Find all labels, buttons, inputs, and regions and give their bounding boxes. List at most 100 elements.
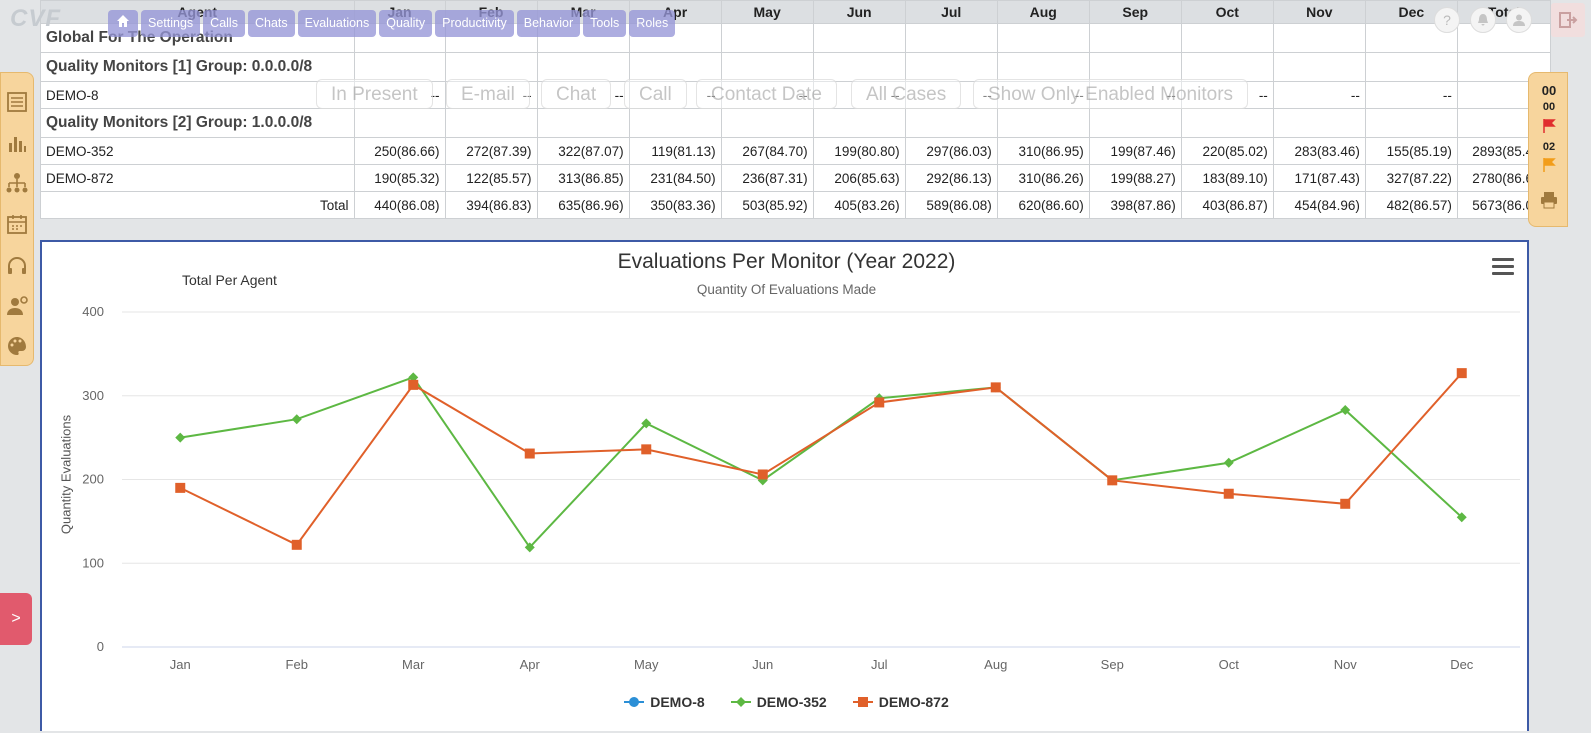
empty-cell: [1364, 108, 1458, 138]
nav-chats[interactable]: Chats: [247, 10, 295, 37]
empty-cell: [353, 108, 446, 138]
empty-cell: [1272, 23, 1366, 53]
counter-top: 00: [1541, 83, 1557, 98]
report-list-icon[interactable]: [4, 89, 30, 115]
x-tick-label: Feb: [286, 657, 308, 672]
data-point-demo-872: [757, 469, 768, 480]
data-point-demo-872: [1223, 488, 1234, 499]
org-chart-icon[interactable]: [4, 170, 30, 196]
app-logo: CVF: [10, 5, 61, 32]
data-point-demo-872: [990, 382, 1001, 393]
legend-item-demo-352[interactable]: DEMO-352: [730, 694, 827, 710]
chart-legend: DEMO-8 DEMO-352 DEMO-872: [42, 694, 1531, 710]
empty-cell: [904, 52, 998, 82]
bar-chart-icon[interactable]: [4, 130, 30, 156]
nav-evaluations[interactable]: Evaluations: [297, 10, 377, 37]
column-header-may[interactable]: May: [720, 0, 814, 24]
table-cell: 454(84.96): [1272, 191, 1366, 219]
expand-panel-button[interactable]: >: [0, 593, 32, 645]
hamburger-menu-icon[interactable]: [1492, 258, 1514, 276]
legend-item-demo-872[interactable]: DEMO-872: [852, 694, 949, 710]
nav-settings[interactable]: Settings: [141, 10, 201, 37]
nav-behavior[interactable]: Behavior: [516, 10, 581, 37]
table-cell: 236(87.31): [720, 164, 814, 192]
left-sidebar: [0, 72, 34, 366]
data-point-demo-872: [1340, 498, 1351, 509]
table-cell: 394(86.83): [444, 191, 538, 219]
table-cell: 350(83.36): [628, 191, 722, 219]
x-tick-label: Dec: [1450, 657, 1474, 672]
table-cell: 503(85.92): [720, 191, 814, 219]
column-header-nov[interactable]: Nov: [1272, 0, 1366, 24]
empty-cell: [996, 23, 1090, 53]
logout-icon[interactable]: [1551, 3, 1585, 37]
data-point-demo-352: [1456, 512, 1467, 523]
right-sidebar: 00 00 02: [1528, 72, 1568, 227]
table-cell: --: [996, 81, 1090, 109]
x-tick-label: Jul: [871, 657, 888, 672]
headset-icon[interactable]: [4, 253, 30, 279]
nav-roles[interactable]: Roles: [629, 10, 676, 37]
filter-chat[interactable]: Chat: [541, 79, 612, 109]
table-cell: 199(88.27): [1088, 164, 1182, 192]
empty-cell: [353, 52, 446, 82]
data-point-demo-872: [874, 397, 885, 408]
filter-call[interactable]: Call: [624, 79, 687, 109]
table-cell: 635(86.96): [536, 191, 630, 219]
filter-all-cases[interactable]: All Cases: [851, 79, 962, 109]
red-flag-icon[interactable]: [1529, 118, 1569, 137]
group1-header-row-label: Quality Monitors [1] Group: 0.0.0.0/8: [40, 52, 355, 82]
x-tick-label: Jan: [170, 657, 191, 672]
filter-contact-date[interactable]: Contact Date: [696, 79, 837, 109]
column-header-jul[interactable]: Jul: [904, 0, 998, 24]
legend-item-demo-8[interactable]: DEMO-8: [624, 694, 705, 710]
user-icon[interactable]: [1506, 7, 1532, 33]
empty-cell: [812, 23, 906, 53]
bell-icon[interactable]: [1470, 7, 1496, 33]
column-header-sep[interactable]: Sep: [1088, 0, 1182, 24]
empty-cell: [444, 108, 538, 138]
empty-cell: [1272, 108, 1366, 138]
agent-name: DEMO-352: [40, 137, 355, 165]
group2-header-row-label: Quality Monitors [2] Group: 1.0.0.0/8: [40, 108, 355, 138]
orange-flag-icon[interactable]: [1529, 157, 1569, 176]
filter-e-mail[interactable]: E-mail: [446, 79, 530, 109]
print-icon[interactable]: [1529, 191, 1569, 212]
home-icon[interactable]: [108, 10, 138, 37]
palette-icon[interactable]: [4, 333, 30, 359]
empty-cell: [1180, 23, 1274, 53]
nav-productivity[interactable]: Productivity: [435, 10, 514, 37]
user-settings-icon[interactable]: [4, 293, 30, 319]
table-cell: 199(80.80): [812, 137, 906, 165]
data-point-demo-872: [175, 482, 186, 493]
top-right-toolbar: ?: [1426, 0, 1591, 40]
nav-calls[interactable]: Calls: [203, 10, 245, 37]
empty-cell: [1364, 52, 1458, 82]
column-header-oct[interactable]: Oct: [1180, 0, 1274, 24]
filter-show-only-enabled-monitors[interactable]: Show Only Enabled Monitors: [973, 79, 1249, 109]
table-cell: 231(84.50): [628, 164, 722, 192]
legend-symbol: [730, 697, 751, 707]
legend-label: DEMO-352: [756, 694, 827, 710]
calendar-icon[interactable]: [4, 211, 30, 237]
table-cell: 122(85.57): [444, 164, 538, 192]
nav-tools[interactable]: Tools: [583, 10, 627, 37]
data-point-demo-352: [641, 418, 652, 429]
empty-cell: [904, 108, 998, 138]
empty-cell: [1272, 52, 1366, 82]
y-tick-label: 400: [82, 304, 104, 319]
empty-cell: [1180, 108, 1274, 138]
data-point-demo-352: [408, 372, 419, 383]
column-header-aug[interactable]: Aug: [996, 0, 1090, 24]
table-cell: 206(85.63): [812, 164, 906, 192]
column-header-jun[interactable]: Jun: [812, 0, 906, 24]
y-tick-label: 300: [82, 388, 104, 403]
table-cell: --: [1088, 81, 1182, 109]
help-icon[interactable]: ?: [1434, 7, 1460, 33]
table-cell: 405(83.26): [812, 191, 906, 219]
empty-cell: [628, 108, 722, 138]
empty-cell: [812, 52, 906, 82]
data-point-demo-872: [1107, 475, 1118, 486]
filter-in-present[interactable]: In Present: [316, 79, 433, 109]
nav-quality[interactable]: Quality: [379, 10, 433, 37]
